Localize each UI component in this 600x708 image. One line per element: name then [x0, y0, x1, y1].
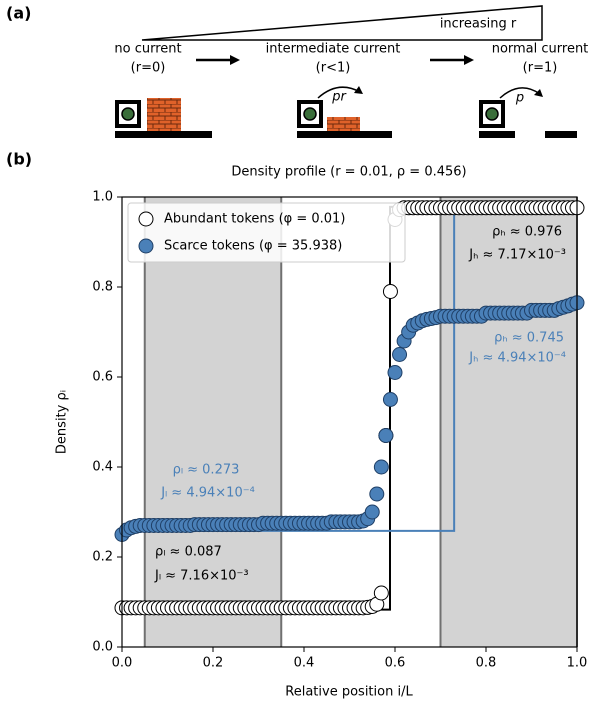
x-tick-label: 0.4: [294, 656, 315, 671]
x-tick-label: 0.8: [476, 656, 497, 671]
x-tick-label: 0.6: [385, 656, 406, 671]
arrows: [196, 55, 474, 65]
annotation: Jₕ ≈ 7.17×10⁻³: [468, 248, 566, 263]
annotation: Jₗ ≈ 4.94×10⁻⁴: [160, 486, 255, 501]
data-point: [373, 459, 389, 475]
x-axis-label: Relative position i/L: [285, 685, 413, 700]
y-tick-label: 0.6: [92, 370, 113, 385]
y-tick-label: 0.8: [92, 280, 113, 295]
state-condition: (r=1): [523, 61, 558, 76]
annotation: Jₗ ≈ 7.16×10⁻³: [154, 569, 249, 584]
x-tick-label: 0.0: [112, 656, 133, 671]
wedge-label: increasing r: [440, 17, 517, 32]
plot-area: 0.0 0.2 0.4 0.6 0.8 1.0 0.0 0.2 0.4 0.6 0.8 1.0 ρₕ ≈…: [92, 190, 587, 671]
annotation: ρₗ ≈ 0.087: [155, 545, 222, 560]
state-label: normal current: [492, 42, 589, 57]
shaded-region: [440, 197, 577, 647]
arrow-label: p: [515, 91, 524, 106]
annotation: ρₕ ≈ 0.745: [494, 331, 564, 346]
chart-title: Density profile (r = 0.01, ρ = 0.456): [231, 165, 466, 180]
annotation: ρₗ ≈ 0.273: [173, 463, 240, 478]
state-condition: (r=0): [131, 61, 166, 76]
data-point: [382, 392, 398, 407]
state-label: intermediate current: [266, 42, 401, 57]
data-point: [364, 504, 380, 520]
state-icons: [115, 86, 577, 138]
legend-label: Abundant tokens (φ = 0.01): [164, 212, 345, 227]
legend-marker: [138, 238, 154, 254]
y-axis-label: Density ρᵢ: [55, 390, 70, 454]
legend-label: Scarce tokens (φ = 35.938): [164, 239, 342, 254]
y-tick-label: 0.2: [92, 550, 113, 565]
y-tick-label: 1.0: [92, 190, 113, 205]
wedge: [141, 5, 543, 41]
panel-label: (a): [6, 4, 31, 23]
data-point: [378, 428, 394, 443]
y-tick-label: 0.0: [92, 640, 113, 655]
x-tick-label: 1.0: [567, 656, 588, 671]
annotation: ρₕ ≈ 0.976: [492, 225, 562, 240]
panel-label: (b): [6, 150, 32, 169]
data-point: [387, 365, 403, 380]
legend-marker: [138, 211, 154, 227]
x-tick-label: 0.2: [203, 656, 224, 671]
arrow-label: pr: [331, 90, 347, 105]
data-point: [382, 284, 398, 299]
annotation: Jₕ ≈ 4.94×10⁻⁴: [468, 351, 566, 366]
plot-frame: [121, 196, 578, 648]
state-label: no current: [114, 42, 181, 57]
data-point: [373, 585, 389, 601]
data-point: [369, 486, 385, 502]
y-tick-label: 0.4: [92, 460, 113, 475]
shaded-region: [144, 197, 282, 647]
state-condition: (r<1): [316, 61, 351, 76]
data-point: [392, 347, 408, 362]
legend-box: [127, 202, 406, 263]
